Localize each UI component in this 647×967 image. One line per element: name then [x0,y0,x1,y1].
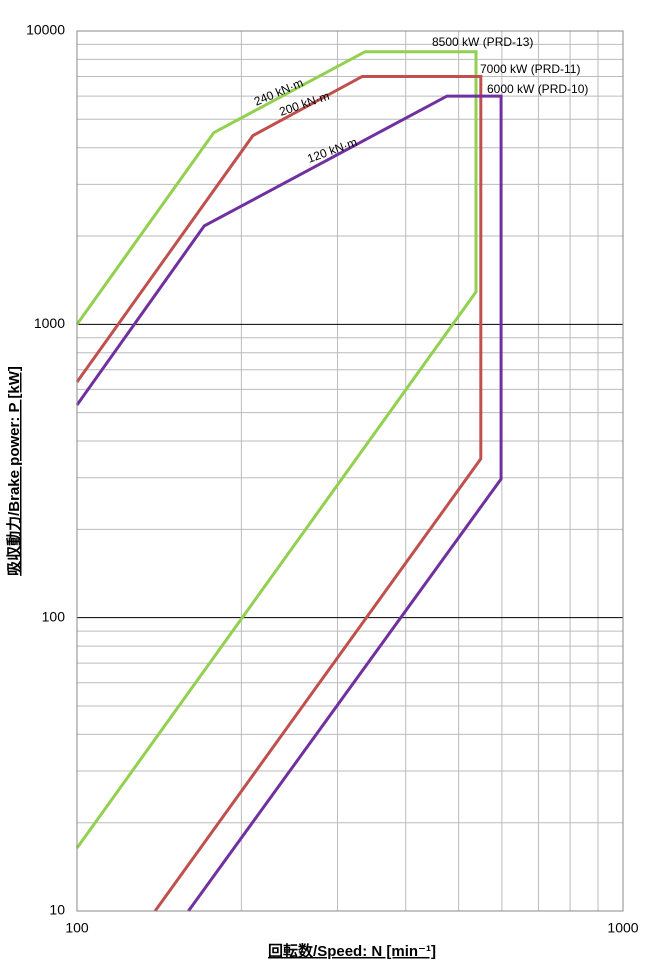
annotation: 8500 kW (PRD-13) [432,35,533,49]
annotation: 7000 kW (PRD-11) [480,62,580,76]
plot-border [76,30,624,912]
x-axis-title: 回転数/Speed: N [min⁻¹] [268,942,436,960]
series-line [75,74,483,912]
grid [76,30,624,912]
x-tick-label: 1000 [607,920,638,936]
y-tick-label: 1000 [34,315,65,331]
y-axis-title: 吸収動力/Brake power: P [kW] [5,366,23,576]
y-tick-label: 10 [49,902,65,918]
y-tick-label: 100 [42,608,66,624]
series-line [75,94,503,912]
annotation: 120 kN·m [305,135,359,166]
annotation: 6000 kW (PRD-10) [487,82,588,96]
y-tick-label: 10000 [26,22,65,38]
lines [75,50,503,912]
series-line [75,50,478,849]
x-tick-label: 100 [65,920,89,936]
